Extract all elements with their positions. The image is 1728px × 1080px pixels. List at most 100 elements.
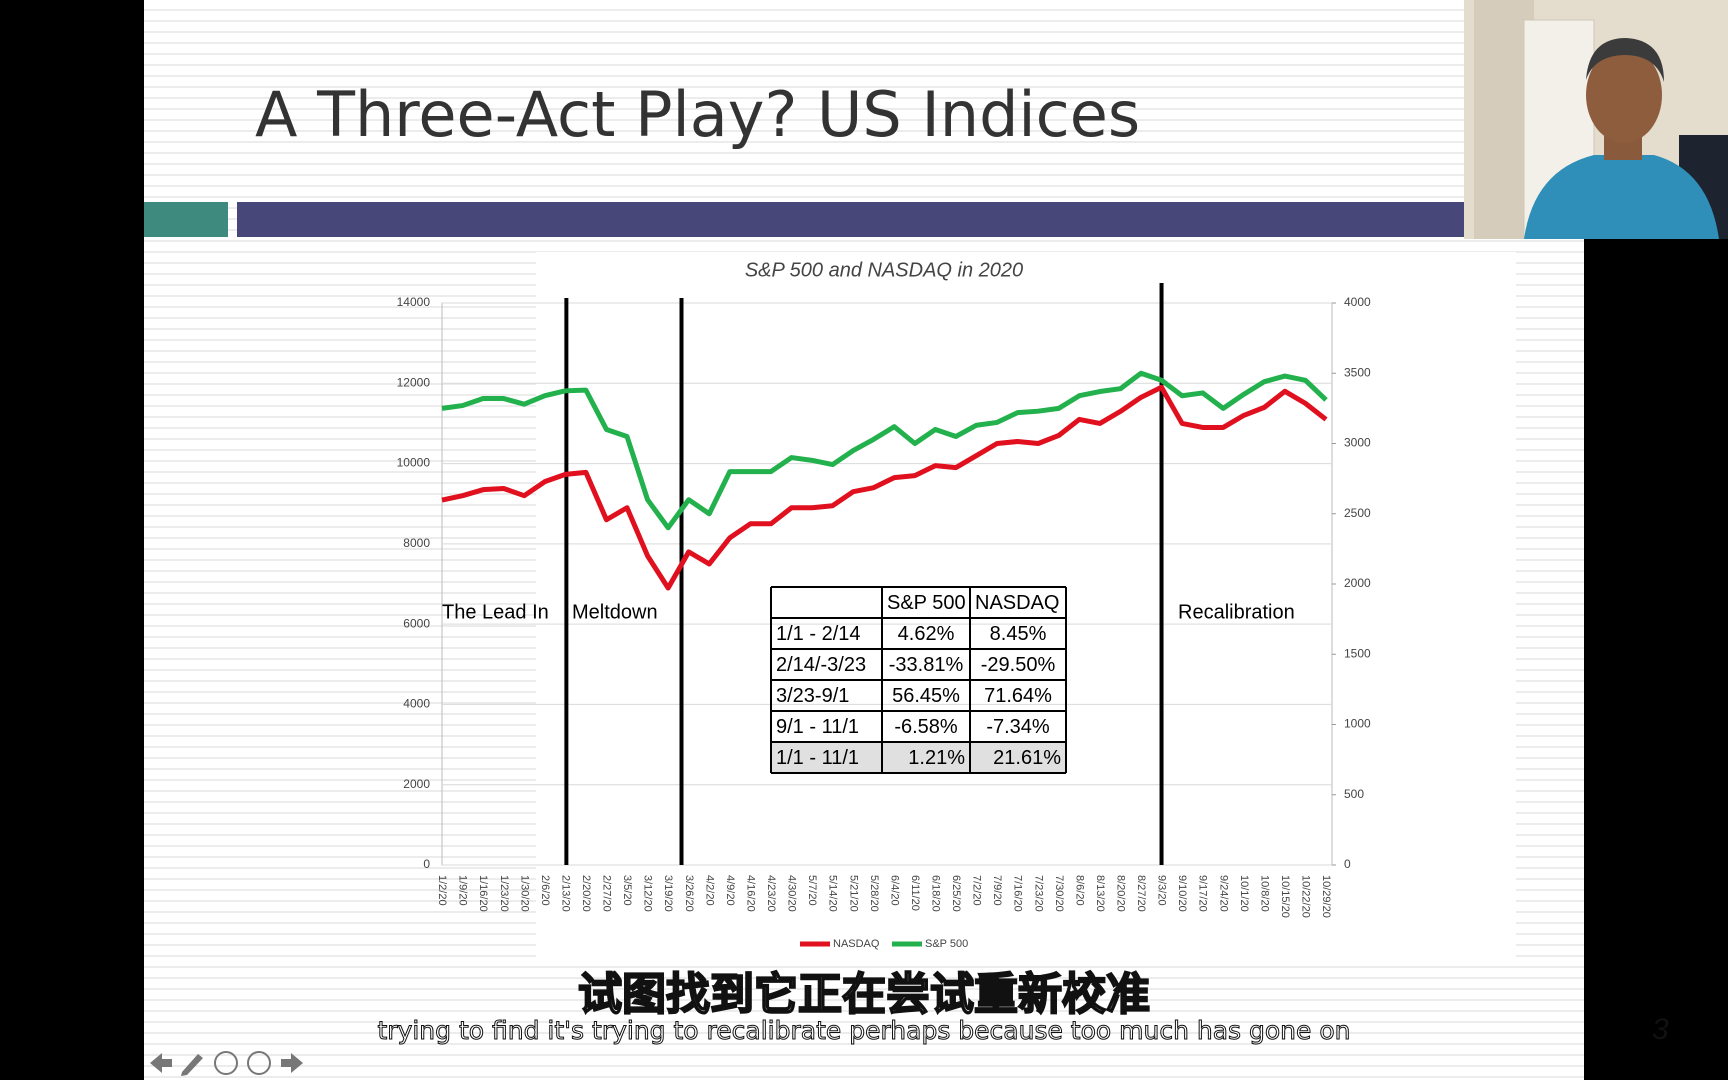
- x-tick-label: 3/12/20: [642, 875, 654, 912]
- chart-title: S&P 500 and NASDAQ in 2020: [745, 259, 1023, 281]
- x-tick-label: 3/19/20: [662, 875, 674, 912]
- x-tick-label: 5/7/20: [806, 875, 818, 906]
- x-tick-label: 4/16/20: [744, 875, 756, 912]
- y2-tick-label: 3000: [1344, 436, 1371, 450]
- table-row-bg: [771, 742, 1066, 773]
- phase-label: The Lead In: [442, 601, 549, 623]
- webcam-image: [1464, 0, 1728, 239]
- y2-tick-label: 0: [1344, 857, 1351, 871]
- y-tick-label: 2000: [403, 777, 430, 791]
- x-tick-label: 4/30/20: [786, 875, 798, 912]
- next-button[interactable]: [281, 1053, 303, 1073]
- x-tick-label: 6/25/20: [950, 875, 962, 912]
- y2-tick-label: 2500: [1344, 506, 1371, 520]
- x-tick-label: 7/23/20: [1032, 875, 1044, 912]
- y-tick-label: 4000: [403, 697, 430, 711]
- x-tick-label: 7/2/20: [971, 875, 983, 906]
- x-tick-label: 4/2/20: [703, 875, 715, 906]
- x-tick-label: 7/16/20: [1012, 875, 1024, 912]
- x-tick-label: 10/8/20: [1258, 875, 1270, 912]
- y2-tick-label: 1500: [1344, 646, 1371, 660]
- x-tick-label: 10/15/20: [1279, 875, 1291, 918]
- phase-label: Meltdown: [572, 601, 658, 623]
- x-tick-label: 1/2/20: [436, 875, 448, 906]
- table-cell: 1/1 - 11/1: [776, 747, 859, 769]
- series-line: [441, 370, 1328, 531]
- x-tick-label: 1/23/20: [498, 875, 510, 912]
- table-cell: -7.34%: [986, 716, 1050, 738]
- x-tick-label: 10/22/20: [1300, 875, 1312, 918]
- table-cell: -33.81%: [889, 654, 964, 676]
- y-tick-label: 6000: [403, 616, 430, 630]
- x-tick-label: 2/13/20: [559, 875, 571, 912]
- y2-tick-label: 2000: [1344, 576, 1371, 590]
- x-tick-label: 1/30/20: [518, 875, 530, 912]
- accent-bar: [144, 202, 228, 237]
- phase-label: Recalibration: [1178, 601, 1295, 623]
- table-cell: 71.64%: [984, 685, 1052, 707]
- y-tick-label: 0: [423, 857, 430, 871]
- x-tick-label: 10/29/20: [1320, 875, 1332, 918]
- slide: A Three-Act Play? US Indices 3: [144, 0, 1669, 1080]
- table-cell: -6.58%: [894, 716, 958, 738]
- x-tick-label: 3/5/20: [621, 875, 633, 906]
- table-cell: -29.50%: [981, 654, 1056, 676]
- x-tick-label: 7/9/20: [991, 875, 1003, 906]
- page-number: 3: [1652, 1013, 1669, 1046]
- y-tick-label: 8000: [403, 536, 430, 550]
- x-tick-label: 1/16/20: [477, 875, 489, 912]
- x-tick-label: 8/27/20: [1135, 875, 1147, 912]
- table-cell: 56.45%: [892, 685, 960, 707]
- series-line: [441, 384, 1328, 591]
- subtitle-chinese: 试图找到它正在尝试重新校准: [577, 968, 1151, 1021]
- x-tick-label: 6/4/20: [888, 875, 900, 906]
- x-tick-label: 2/27/20: [601, 875, 613, 912]
- webcam-feed: [1464, 0, 1728, 239]
- x-tick-label: 4/9/20: [724, 875, 736, 906]
- y-tick-label: 12000: [397, 375, 431, 389]
- x-tick-label: 9/17/20: [1197, 875, 1209, 912]
- x-tick-label: 9/24/20: [1217, 875, 1229, 912]
- table-cell: 21.61%: [993, 747, 1061, 769]
- y2-tick-label: 500: [1344, 787, 1364, 801]
- chart-area: [536, 252, 1516, 960]
- table-cell: 9/1 - 11/1: [776, 716, 859, 738]
- x-tick-label: 9/3/20: [1156, 875, 1168, 906]
- y2-tick-label: 1000: [1344, 717, 1371, 731]
- x-tick-label: 6/18/20: [929, 875, 941, 912]
- title-bar: [237, 202, 1584, 237]
- x-tick-label: 5/28/20: [868, 875, 880, 912]
- x-tick-label: 10/1/20: [1238, 875, 1250, 912]
- x-tick-label: 9/10/20: [1176, 875, 1188, 912]
- table-cell: 1.21%: [908, 747, 965, 769]
- x-tick-label: 3/26/20: [683, 875, 695, 912]
- table-cell: 1/1 - 2/14: [776, 623, 861, 645]
- x-tick-label: 5/14/20: [827, 875, 839, 912]
- subtitle-english: trying to find it's trying to recalibrat…: [377, 1016, 1351, 1046]
- x-tick-label: 8/6/20: [1073, 875, 1085, 906]
- table-header: S&P 500: [887, 592, 966, 614]
- x-tick-label: 6/11/20: [909, 875, 921, 911]
- legend-label: S&P 500: [925, 938, 968, 950]
- plot-frame: [441, 302, 1333, 866]
- x-tick-label: 8/13/20: [1094, 875, 1106, 912]
- table-cell: 4.62%: [898, 623, 955, 645]
- table-cell: 8.45%: [990, 623, 1047, 645]
- prev-button[interactable]: [150, 1053, 172, 1073]
- summary-table: S&P 500 NASDAQ 1/1 - 2/14 4.62% 8.45% 2/14/-3…: [770, 586, 1067, 774]
- more-button[interactable]: [247, 1051, 271, 1075]
- x-tick-label: 2/6/20: [539, 875, 551, 906]
- table-header: NASDAQ: [975, 592, 1059, 614]
- x-tick-label: 7/30/20: [1053, 875, 1065, 912]
- table-cell: 2/14/-3/23: [776, 654, 866, 676]
- table-cell: 3/23-9/1: [776, 685, 849, 707]
- x-tick-label: 2/20/20: [580, 875, 592, 912]
- y-tick-label: 10000: [397, 456, 431, 470]
- slide-title: A Three-Act Play? US Indices: [255, 78, 1141, 151]
- view-button[interactable]: [214, 1051, 238, 1075]
- pen-button[interactable]: [181, 1054, 203, 1076]
- y2-tick-label: 3500: [1344, 365, 1371, 379]
- x-tick-label: 5/21/20: [847, 875, 859, 912]
